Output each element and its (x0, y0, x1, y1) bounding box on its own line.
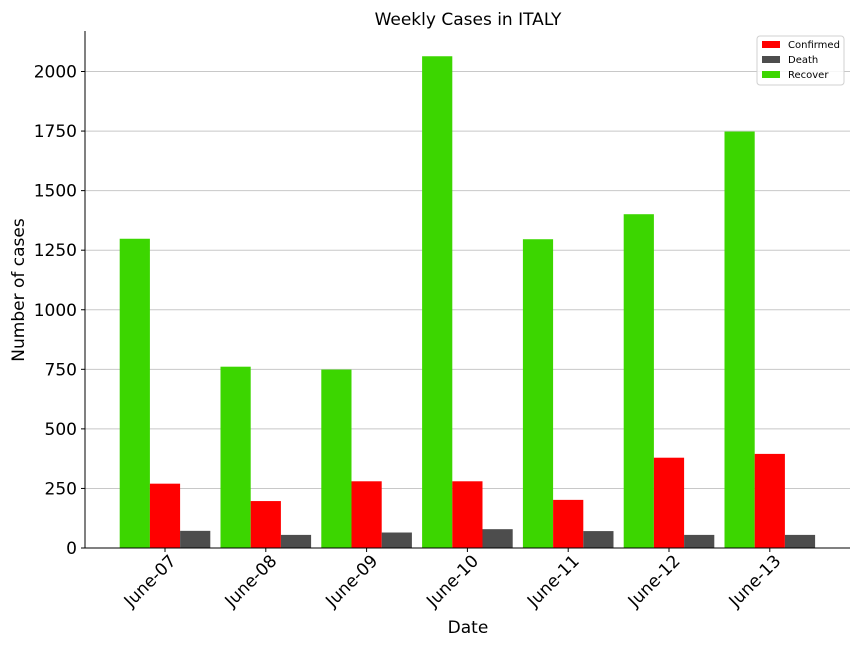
bar-confirmed (754, 453, 785, 548)
x-tick-label: June-09 (321, 551, 382, 612)
y-tick-label: 0 (66, 539, 77, 559)
y-ticks: 0 250 500 750 1000 1250 1500 1750 2000 (34, 63, 85, 559)
bar-confirmed (553, 499, 584, 548)
y-axis-label: Number of cases (9, 218, 29, 362)
bar-confirmed (452, 481, 483, 548)
legend-label-confirmed: Confirmed (788, 40, 840, 51)
y-tick-label: 2000 (34, 63, 77, 83)
bar-recover (623, 214, 654, 548)
bar-death (482, 529, 513, 548)
y-tick-label: 1500 (34, 182, 77, 202)
bar-confirmed (250, 501, 281, 548)
bar-confirmed (351, 481, 382, 548)
bar-death (684, 534, 715, 548)
bar-death (180, 530, 211, 548)
y-tick-label: 750 (45, 360, 77, 380)
y-tick-label: 1250 (34, 241, 77, 261)
x-tick-label: June-10 (422, 551, 483, 612)
x-tick-label: June-12 (624, 551, 685, 612)
bar-recover (220, 366, 251, 548)
bar-death (784, 534, 816, 548)
bar-death (280, 534, 312, 548)
bar-confirmed (149, 483, 181, 548)
bar-death (381, 532, 412, 548)
legend-swatch-confirmed (762, 41, 780, 48)
x-tick-label: June-11 (523, 551, 584, 612)
x-tick-label: June-13 (725, 551, 786, 612)
bars (119, 56, 816, 548)
bar-recover (119, 238, 150, 548)
y-tick-label: 500 (45, 420, 77, 440)
bar-confirmed (653, 457, 685, 548)
bar-death (583, 531, 614, 548)
legend-label-recover: Recover (788, 70, 829, 81)
gridlines (85, 71, 850, 489)
legend: Confirmed Death Recover (756, 35, 845, 86)
x-ticks: June-07 June-08 June-09 June-10 June-11 June-… (120, 548, 785, 612)
legend-swatch-recover (762, 71, 780, 78)
y-tick-label: 1000 (34, 301, 77, 321)
bar-recover (522, 239, 554, 548)
y-tick-label: 1750 (34, 122, 77, 142)
x-axis-label: Date (448, 618, 489, 638)
x-tick-label: June-08 (221, 551, 282, 612)
x-tick-label: June-07 (120, 551, 181, 612)
chart-title: Weekly Cases in ITALY (375, 10, 562, 30)
bar-recover (724, 131, 755, 548)
bar-recover (321, 369, 352, 548)
y-tick-label: 250 (45, 479, 77, 499)
legend-swatch-death (762, 56, 780, 63)
bar-recover (422, 56, 453, 548)
legend-label-death: Death (788, 55, 818, 66)
